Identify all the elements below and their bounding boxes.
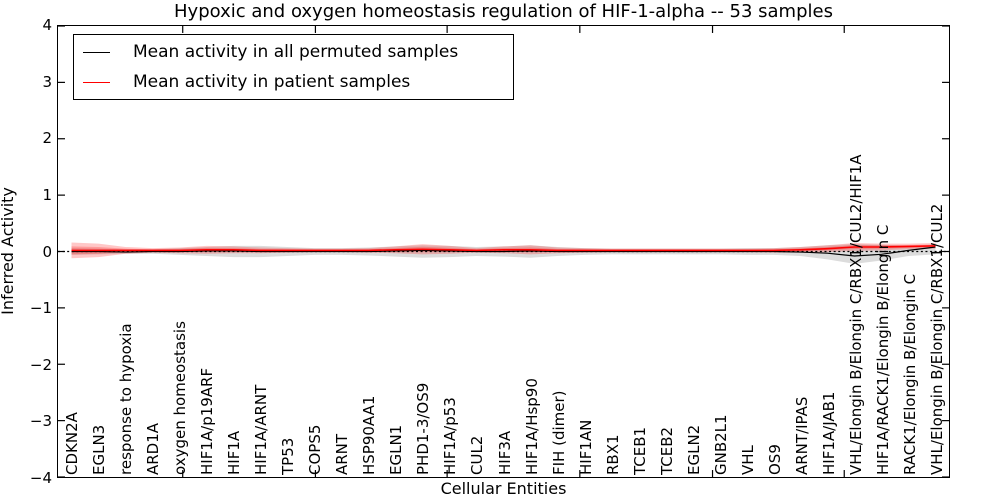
y-tick-label: 4 [42, 16, 52, 34]
legend-item-patient: Mean activity in patient samples [74, 67, 513, 97]
legend: Mean activity in all permuted samples Me… [73, 34, 514, 100]
y-tick-label: 3 [42, 72, 52, 91]
y-tick-label: −1 [29, 299, 52, 318]
y-tick-label: 2 [42, 129, 52, 148]
plot-area: CDKN2A EGLN3 response to hypoxia ARD1A oxyge… [57, 25, 950, 478]
x-axis-label: Cellular Entities [440, 479, 567, 498]
y-tick-label: −4 [29, 469, 52, 487]
legend-item-permuted: Mean activity in all permuted samples [74, 37, 513, 67]
permuted-mean-line [71, 246, 936, 257]
y-tick-label: −3 [29, 412, 52, 431]
black-line-sample-icon [83, 51, 110, 53]
red-line-sample-icon [83, 81, 110, 83]
y-tick-label: 1 [42, 185, 52, 204]
legend-label-patient: Mean activity in patient samples [133, 72, 411, 92]
y-tick-label: 0 [42, 242, 52, 261]
permuted-band [71, 244, 936, 264]
chart-title: Hypoxic and oxygen homeostasis regulatio… [174, 1, 833, 22]
chart-canvas [58, 26, 949, 477]
legend-label-permuted: Mean activity in all permuted samples [133, 42, 459, 62]
patient-mean-line [71, 245, 936, 252]
y-tick-label: −2 [29, 355, 52, 374]
